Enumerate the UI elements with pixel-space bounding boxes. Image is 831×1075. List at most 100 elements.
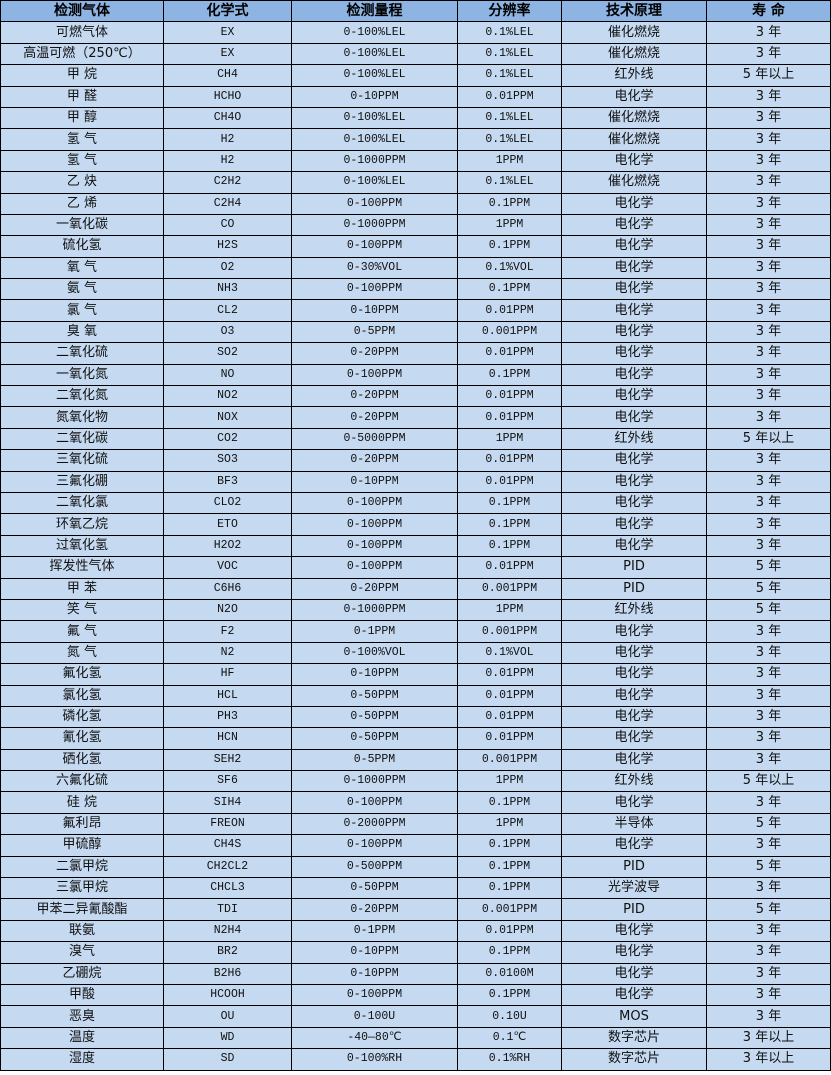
cell-lifespan: 3 年	[706, 513, 831, 536]
cell-technical-principle: PID	[561, 855, 707, 879]
cell-resolution: 0.001PPM	[457, 898, 562, 921]
cell-chemical-formula: CH2CL2	[163, 855, 292, 879]
cell-resolution: 1PPM	[457, 213, 562, 237]
cell-gas-name: 甲 醇	[0, 106, 164, 130]
cell-resolution: 0.1℃	[457, 1026, 562, 1050]
table-row: 溴气 BR2 0-10PPM 0.1PPM 电化学 3 年	[0, 941, 831, 964]
cell-chemical-formula: N2H4	[163, 919, 292, 943]
cell-resolution: 0.1%LEL	[457, 106, 562, 130]
cell-lifespan: 3 年	[706, 171, 831, 194]
table-row: 环氧乙烷 ETO 0-100PPM 0.1PPM 电化学 3 年	[0, 513, 831, 536]
cell-chemical-formula: C6H6	[163, 577, 292, 600]
cell-technical-principle: 电化学	[561, 449, 707, 472]
cell-chemical-formula: NOX	[163, 406, 292, 429]
cell-chemical-formula: B2H6	[163, 962, 292, 985]
cell-detection-range: 0-100PPM	[291, 491, 458, 515]
table-row: 臭 氧 O3 0-5PPM 0.001PPM 电化学 3 年	[0, 320, 831, 344]
cell-technical-principle: 红外线	[561, 770, 707, 793]
cell-resolution: 0.10U	[457, 1005, 562, 1028]
cell-gas-name: 氯化氢	[0, 684, 164, 707]
cell-chemical-formula: O3	[163, 320, 292, 344]
cell-technical-principle: 红外线	[561, 598, 707, 622]
cell-lifespan: 5 年以上	[706, 770, 831, 793]
cell-gas-name: 挥发性气体	[0, 556, 164, 579]
table-row: 乙 烯 C2H4 0-100PPM 0.1PPM 电化学 3 年	[0, 192, 831, 215]
cell-detection-range: 0-1000PPM	[291, 149, 458, 173]
cell-lifespan: 3 年	[706, 491, 831, 515]
cell-technical-principle: 电化学	[561, 663, 707, 686]
cell-detection-range: 0-100%LEL	[291, 21, 458, 44]
table-row: 氟利昂 FREON 0-2000PPM 1PPM 半导体 5 年	[0, 812, 831, 836]
cell-chemical-formula: CO	[163, 213, 292, 237]
cell-detection-range: 0-5PPM	[291, 748, 458, 772]
cell-resolution: 1PPM	[457, 598, 562, 622]
header-row: 检测气体 化学式 检测量程 分辨率 技术原理寿 命	[0, 0, 831, 23]
table-row: 氟 气 F2 0-1PPM 0.001PPM 电化学 3 年	[0, 620, 831, 643]
cell-detection-range: 0-100PPM	[291, 556, 458, 579]
cell-resolution: 0.01PPM	[457, 342, 562, 365]
cell-resolution: 0.1PPM	[457, 363, 562, 387]
cell-detection-range: 0-50PPM	[291, 705, 458, 729]
cell-technical-principle: 电化学	[561, 85, 707, 108]
cell-chemical-formula: EX	[163, 42, 292, 66]
cell-gas-name: 硫化氢	[0, 235, 164, 258]
cell-technical-principle: 电化学	[561, 149, 707, 173]
cell-detection-range: 0-100%VOL	[291, 641, 458, 665]
table-row: 二氧化碳 CO2 0-5000PPM 1PPM 红外线 5 年以上	[0, 427, 831, 451]
cell-chemical-formula: HCL	[163, 684, 292, 707]
cell-resolution: 0.001PPM	[457, 748, 562, 772]
cell-gas-name: 三氯甲烷	[0, 877, 164, 900]
cell-chemical-formula: C2H2	[163, 171, 292, 194]
cell-technical-principle: 电化学	[561, 941, 707, 964]
table-row: 甲硫醇 CH4S 0-100PPM 0.1PPM 电化学 3 年	[0, 834, 831, 857]
cell-lifespan: 3 年	[706, 834, 831, 857]
table-row: 挥发性气体 VOC 0-100PPM 0.01PPM PID 5 年	[0, 556, 831, 579]
cell-resolution: 1PPM	[457, 149, 562, 173]
cell-gas-name: 甲硫醇	[0, 834, 164, 857]
cell-gas-name: 氟 气	[0, 620, 164, 643]
cell-technical-principle: 电化学	[561, 299, 707, 322]
cell-detection-range: 0-100PPM	[291, 534, 458, 558]
cell-chemical-formula: ETO	[163, 513, 292, 536]
cell-lifespan: 5 年以上	[706, 427, 831, 451]
cell-lifespan: 3 年	[706, 213, 831, 237]
cell-gas-name: 温度	[0, 1026, 164, 1050]
table-row: 磷化氢 PH3 0-50PPM 0.01PPM 电化学 3 年	[0, 705, 831, 729]
table-row: 氨 气 NH3 0-100PPM 0.1PPM 电化学 3 年	[0, 278, 831, 301]
cell-resolution: 0.01PPM	[457, 85, 562, 108]
cell-resolution: 0.1PPM	[457, 192, 562, 215]
cell-technical-principle: 红外线	[561, 64, 707, 87]
cell-technical-principle: 光学波导	[561, 877, 707, 900]
table-row: 可燃气体 EX 0-100%LEL 0.1%LEL 催化燃烧 3 年	[0, 21, 831, 44]
cell-gas-name: 磷化氢	[0, 705, 164, 729]
cell-chemical-formula: BR2	[163, 941, 292, 964]
cell-chemical-formula: SIH4	[163, 791, 292, 814]
cell-technical-principle: 电化学	[561, 620, 707, 643]
table-row: 高温可燃（250℃） EX 0-100%LEL 0.1%LEL 催化燃烧 3 年	[0, 42, 831, 66]
cell-detection-range: 0-2000PPM	[291, 812, 458, 836]
cell-gas-name: 甲 醛	[0, 85, 164, 108]
cell-technical-principle: 催化燃烧	[561, 42, 707, 66]
cell-gas-name: 二氧化碳	[0, 427, 164, 451]
cell-resolution: 0.1%LEL	[457, 128, 562, 151]
cell-resolution: 0.1PPM	[457, 983, 562, 1007]
cell-resolution: 1PPM	[457, 812, 562, 836]
table-row: 二氯甲烷 CH2CL2 0-500PPM 0.1PPM PID 5 年	[0, 855, 831, 879]
cell-detection-range: 0-100%RH	[291, 1048, 458, 1071]
cell-lifespan: 3 年	[706, 342, 831, 365]
cell-gas-name: 笑 气	[0, 598, 164, 622]
cell-detection-range: 0-100PPM	[291, 513, 458, 536]
cell-resolution: 0.1%LEL	[457, 171, 562, 194]
table-row: 氧 气 O2 0-30%VOL 0.1%VOL 电化学 3 年	[0, 256, 831, 280]
cell-gas-name: 二氧化硫	[0, 342, 164, 365]
cell-chemical-formula: TDI	[163, 898, 292, 921]
table-row: 二氧化氮 NO2 0-20PPM 0.01PPM 电化学 3 年	[0, 385, 831, 408]
cell-lifespan: 3 年	[706, 534, 831, 558]
cell-technical-principle: 电化学	[561, 406, 707, 429]
cell-chemical-formula: SD	[163, 1048, 292, 1071]
table-row: 温度 WD -40—80℃ 0.1℃ 数字芯片 3 年以上	[0, 1026, 831, 1050]
cell-resolution: 0.01PPM	[457, 556, 562, 579]
cell-gas-name: 氮氧化物	[0, 406, 164, 429]
cell-chemical-formula: F2	[163, 620, 292, 643]
cell-resolution: 0.1PPM	[457, 278, 562, 301]
